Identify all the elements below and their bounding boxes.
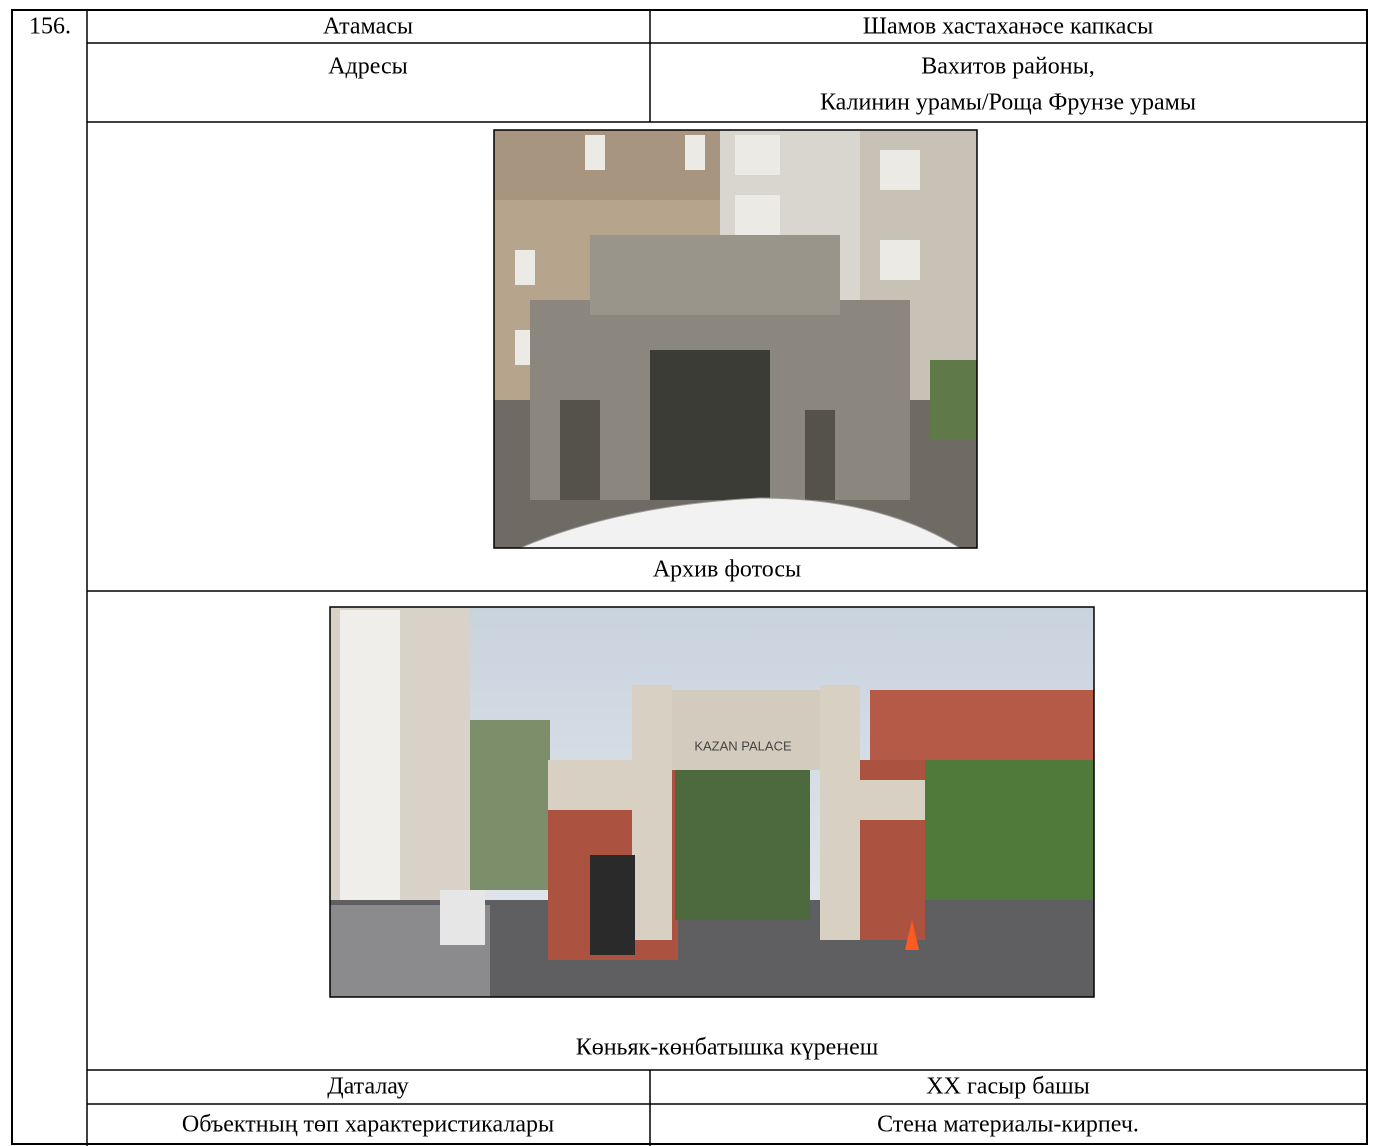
field-value: Калинин урамы/Роща Фрунзе урамы [820, 90, 1196, 116]
photo-caption: Көньяк-көнбатышка күренеш [576, 1035, 879, 1061]
table-rules [11, 9, 1368, 1146]
current-photo: KAZAN PALACE [329, 606, 1095, 998]
entry-number: 156. [29, 14, 71, 40]
archive-photo [493, 129, 978, 549]
field-label: Объектның төп характеристикалары [182, 1112, 554, 1138]
field-value: Стена материалы-кирпеч. [877, 1112, 1139, 1138]
photo-caption: Архив фотосы [653, 557, 801, 583]
field-value: Вахитов районы, [921, 54, 1094, 80]
field-label: Атамасы [323, 14, 413, 40]
field-value: XX гасыр башы [926, 1074, 1089, 1100]
field-label: Даталау [327, 1074, 408, 1100]
field-value: Шамов хастаханәсе капкасы [863, 14, 1153, 40]
field-label: Адресы [328, 54, 408, 80]
sign-text: KAZAN PALACE [694, 738, 792, 753]
